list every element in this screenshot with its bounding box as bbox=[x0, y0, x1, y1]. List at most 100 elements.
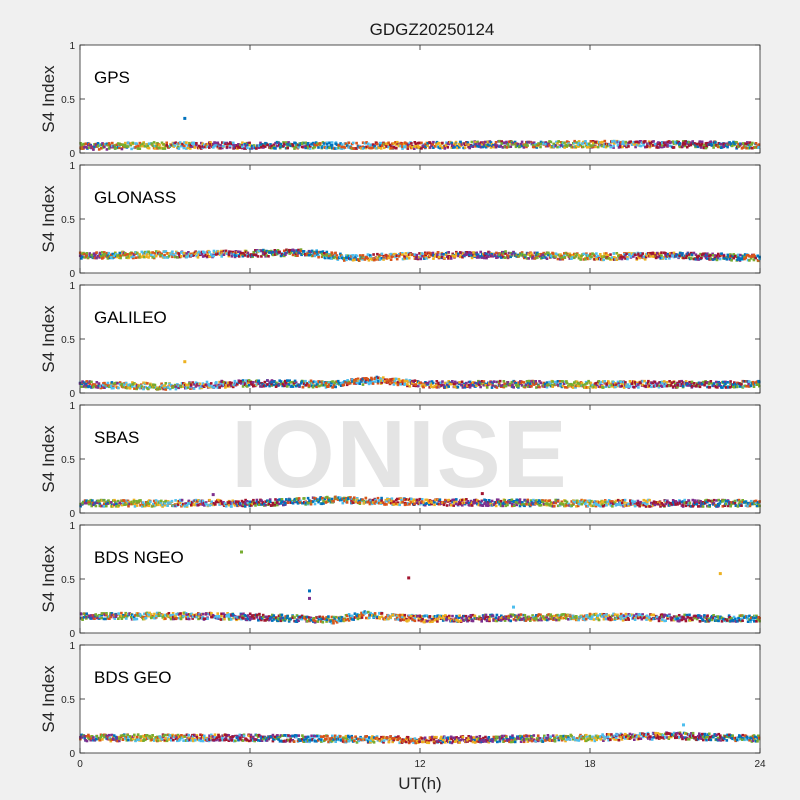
data-point bbox=[578, 384, 581, 388]
data-point bbox=[356, 377, 360, 381]
data-point bbox=[601, 386, 605, 389]
data-point bbox=[549, 145, 553, 149]
data-point bbox=[605, 383, 608, 387]
data-point bbox=[86, 256, 90, 259]
data-point bbox=[98, 504, 102, 508]
data-point bbox=[392, 503, 396, 506]
data-point bbox=[197, 503, 200, 507]
data-point bbox=[751, 146, 754, 150]
data-point bbox=[694, 258, 698, 261]
data-point bbox=[365, 377, 368, 380]
data-point bbox=[186, 386, 190, 389]
data-point bbox=[228, 500, 231, 504]
data-point bbox=[300, 382, 303, 385]
data-point bbox=[135, 501, 139, 504]
data-point bbox=[646, 144, 649, 148]
data-point bbox=[586, 504, 590, 508]
data-point bbox=[672, 142, 676, 145]
data-point bbox=[662, 145, 666, 148]
data-point bbox=[512, 250, 515, 254]
data-point bbox=[340, 147, 343, 150]
data-point bbox=[214, 503, 217, 506]
data-point bbox=[153, 383, 157, 387]
data-point bbox=[617, 384, 621, 387]
data-point bbox=[201, 503, 205, 506]
data-point bbox=[567, 255, 571, 258]
data-point bbox=[164, 500, 167, 503]
data-point bbox=[177, 147, 181, 150]
data-point bbox=[85, 499, 88, 502]
data-point bbox=[619, 141, 623, 144]
data-point bbox=[407, 256, 411, 260]
data-point bbox=[289, 501, 293, 504]
data-point bbox=[376, 146, 379, 150]
data-point bbox=[340, 145, 344, 149]
data-point bbox=[297, 497, 301, 500]
data-point bbox=[746, 142, 749, 146]
data-point bbox=[381, 501, 385, 504]
data-point bbox=[748, 254, 751, 258]
data-point bbox=[656, 384, 659, 388]
data-point bbox=[88, 382, 92, 385]
data-point bbox=[534, 380, 537, 383]
data-point bbox=[133, 505, 137, 508]
data-point bbox=[79, 142, 82, 145]
data-point bbox=[582, 258, 585, 261]
data-point bbox=[561, 503, 565, 506]
data-point bbox=[288, 498, 292, 501]
data-point bbox=[656, 382, 659, 385]
data-point bbox=[234, 502, 238, 505]
data-point bbox=[694, 385, 698, 388]
data-point bbox=[455, 252, 458, 255]
data-point bbox=[588, 254, 591, 258]
data-point bbox=[361, 383, 365, 386]
data-point bbox=[234, 500, 238, 503]
data-point bbox=[178, 501, 182, 505]
data-point bbox=[330, 141, 334, 144]
data-point bbox=[306, 501, 310, 505]
y-axis-label: S4 Index bbox=[39, 185, 58, 253]
data-point bbox=[703, 143, 706, 147]
data-point bbox=[174, 387, 178, 391]
data-point bbox=[488, 251, 491, 255]
data-point bbox=[279, 382, 283, 386]
data-point bbox=[573, 256, 576, 260]
data-point bbox=[612, 380, 615, 384]
data-point bbox=[548, 140, 551, 143]
data-point bbox=[672, 146, 676, 149]
data-point bbox=[335, 147, 339, 150]
data-point bbox=[390, 497, 394, 500]
data-point bbox=[459, 144, 462, 148]
data-point bbox=[728, 386, 732, 389]
data-point bbox=[210, 502, 214, 505]
data-point bbox=[487, 502, 490, 505]
data-point bbox=[97, 382, 101, 385]
data-point bbox=[93, 145, 96, 149]
data-point bbox=[255, 249, 259, 252]
data-point bbox=[500, 384, 503, 387]
data-point bbox=[547, 251, 550, 255]
data-point bbox=[547, 253, 550, 257]
data-point bbox=[706, 385, 709, 389]
data-point bbox=[569, 144, 573, 147]
data-point bbox=[166, 386, 170, 389]
data-point bbox=[278, 382, 281, 386]
data-point bbox=[651, 504, 655, 507]
data-point bbox=[628, 380, 632, 383]
data-point bbox=[416, 144, 420, 148]
data-point bbox=[354, 500, 358, 504]
data-point bbox=[595, 383, 599, 387]
data-point bbox=[391, 378, 395, 381]
data-point bbox=[513, 500, 516, 503]
data-point bbox=[369, 254, 372, 257]
data-point bbox=[124, 141, 127, 145]
data-point bbox=[628, 253, 631, 256]
data-point bbox=[538, 499, 541, 502]
data-point bbox=[607, 380, 610, 383]
data-point bbox=[99, 385, 103, 388]
data-point bbox=[295, 249, 299, 252]
data-point bbox=[437, 255, 441, 259]
data-point bbox=[440, 252, 444, 256]
data-point bbox=[520, 384, 524, 387]
data-point bbox=[212, 502, 216, 505]
